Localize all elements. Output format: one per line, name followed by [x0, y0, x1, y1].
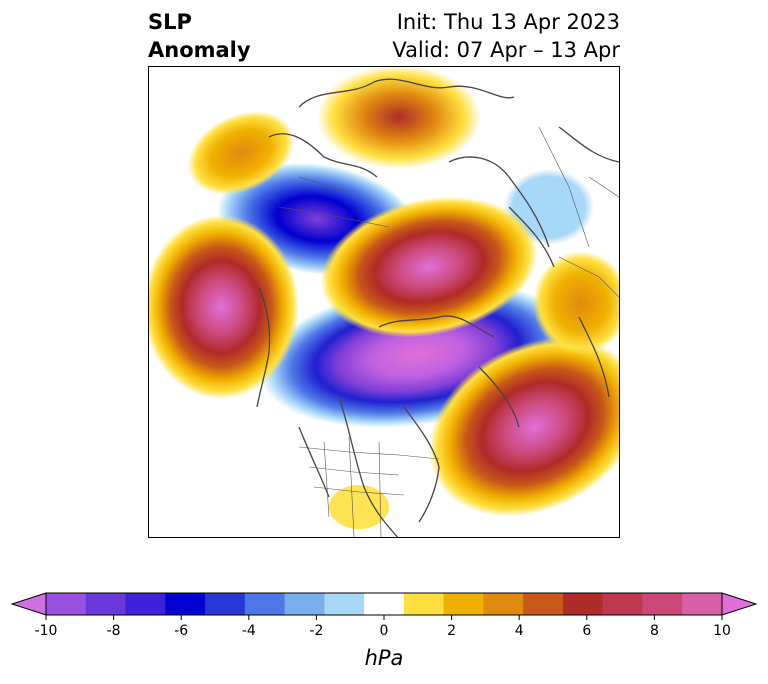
title-type: Anomaly — [148, 38, 251, 62]
colorbar-segment — [403, 593, 445, 615]
colorbar-tick-label: 6 — [582, 623, 591, 639]
colorbar-tick-label: -8 — [107, 623, 121, 639]
borders — [278, 126, 619, 537]
colorbar-segment — [85, 593, 127, 615]
colorbar-tick-label: 2 — [447, 623, 456, 639]
colorbar-segment — [562, 593, 604, 615]
colorbar-segment — [324, 593, 365, 615]
colorbar-segment — [523, 593, 564, 615]
map-title: SLP Anomaly — [148, 8, 251, 64]
colorbar-tick-label: 4 — [515, 623, 524, 639]
colorbar-segment — [364, 593, 405, 615]
title-variable: SLP — [148, 10, 192, 34]
map-dates: Init: Thu 13 Apr 2023 Valid: 07 Apr – 13… — [392, 8, 620, 64]
colorbar-tick-label: 10 — [713, 623, 731, 639]
colorbar-tick-label: -2 — [309, 623, 323, 639]
polar-map — [148, 66, 620, 538]
colorbar-segment — [125, 593, 166, 615]
colorbar-unit: hPa — [364, 646, 404, 670]
colorbar-segment — [244, 593, 286, 615]
high-anomaly-east — [533, 251, 619, 355]
high-anomaly-northeast — [320, 196, 538, 338]
colorbar-segment — [284, 593, 325, 615]
colorbar-segment — [205, 593, 246, 615]
high-anomaly-southeast — [428, 337, 619, 517]
colorbar-tick-label: 0 — [380, 623, 389, 639]
colorbar-extend-min — [10, 592, 47, 616]
anomaly-field — [149, 67, 619, 537]
colorbar-segment — [483, 593, 524, 615]
init-date: Init: Thu 13 Apr 2023 — [396, 10, 620, 34]
colorbar-tick-label: -6 — [174, 623, 188, 639]
high-anomaly-topleft — [187, 111, 295, 195]
colorbar-segment — [46, 593, 87, 615]
high-anomaly-south — [329, 485, 389, 529]
colorbar-segment — [642, 593, 683, 615]
colorbar-graphic: -10 -8 -6 -4 -2 0 2 4 6 8 10 — [10, 592, 758, 639]
colorbar-extend-max — [721, 592, 758, 616]
high-anomaly-top — [317, 67, 481, 169]
colorbar-tick-label: 8 — [650, 623, 659, 639]
colorbar-segment — [443, 593, 484, 615]
colorbar-tick-label: -4 — [242, 623, 256, 639]
colorbar-segment — [602, 593, 643, 615]
valid-range: Valid: 07 Apr – 13 Apr — [392, 38, 620, 62]
high-anomaly-west — [149, 215, 299, 399]
colorbar: -10 -8 -6 -4 -2 0 2 4 6 8 10 — [0, 580, 768, 680]
coastlines — [256, 78, 619, 537]
colorbar-tick-label: -10 — [35, 623, 58, 639]
colorbar-segment — [682, 593, 723, 615]
colorbar-segment — [165, 593, 206, 615]
